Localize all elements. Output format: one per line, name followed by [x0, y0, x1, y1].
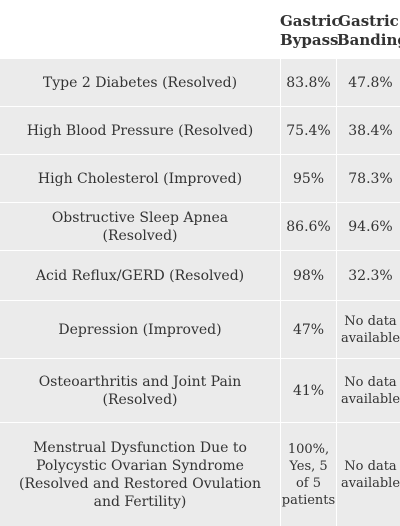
bypass-value-cell: 98%: [280, 251, 336, 300]
condition-cell: Menstrual Dysfunction Due to Polycystic …: [19, 439, 261, 510]
bypass-value-cell: 86.6%: [280, 203, 336, 250]
condition-cell: High Blood Pressure (Resolved): [26, 122, 254, 139]
banding-value-cell: 94.6%: [336, 203, 400, 250]
banding-value-cell: No data available: [336, 359, 400, 422]
banding-value-cell: No data available: [336, 423, 400, 526]
banding-value-cell: No data available: [336, 301, 400, 358]
bypass-value-cell: 41%: [280, 359, 336, 422]
condition-cell: Obstructive Sleep Apnea (Resolved): [51, 209, 229, 244]
table-row: Depression (Improved) 47% No data availa…: [0, 300, 400, 358]
table-row: Acid Reflux/GERD (Resolved) 98% 32.3%: [0, 250, 400, 300]
table-row: Osteoarthritis and Joint Pain (Resolved)…: [0, 358, 400, 422]
bypass-value-cell: 83.8%: [280, 59, 336, 106]
table-row: Type 2 Diabetes (Resolved) 83.8% 47.8%: [0, 58, 400, 106]
condition-cell: Osteoarthritis and Joint Pain (Resolved): [38, 373, 242, 408]
bypass-value-cell: 95%: [280, 155, 336, 202]
condition-cell: Depression (Improved): [58, 321, 222, 338]
bypass-value-cell: 47%: [280, 301, 336, 358]
table-row: High Cholesterol (Improved) 95% 78.3%: [0, 154, 400, 202]
table-row: High Blood Pressure (Resolved) 75.4% 38.…: [0, 106, 400, 154]
table-header: Gastric Bypass Gastric Banding: [0, 0, 400, 58]
column-header-gastric-bypass: Gastric Bypass: [280, 12, 341, 49]
banding-value-cell: 32.3%: [336, 251, 400, 300]
table-row: Menstrual Dysfunction Due to Polycystic …: [0, 422, 400, 526]
bypass-value-cell: 100%, Yes, 5 of 5 patients: [280, 423, 336, 526]
column-header-gastric-banding: Gastric Banding: [337, 12, 400, 49]
bypass-value-cell: 75.4%: [280, 107, 336, 154]
banding-value-cell: 47.8%: [336, 59, 400, 106]
condition-cell: Acid Reflux/GERD (Resolved): [35, 267, 245, 284]
table-row: Obstructive Sleep Apnea (Resolved) 86.6%…: [0, 202, 400, 250]
banding-value-cell: 78.3%: [336, 155, 400, 202]
condition-cell: Type 2 Diabetes (Resolved): [42, 74, 238, 91]
condition-cell: High Cholesterol (Improved): [37, 170, 243, 187]
banding-value-cell: 38.4%: [336, 107, 400, 154]
